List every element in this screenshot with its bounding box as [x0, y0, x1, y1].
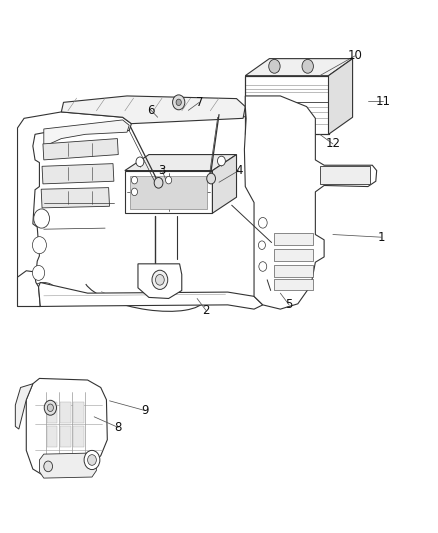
- Bar: [73, 426, 84, 447]
- Polygon shape: [274, 279, 313, 290]
- Polygon shape: [304, 62, 311, 70]
- Polygon shape: [244, 96, 377, 309]
- Polygon shape: [320, 166, 370, 184]
- Polygon shape: [18, 112, 131, 306]
- Circle shape: [166, 176, 172, 184]
- Bar: [47, 402, 57, 423]
- Circle shape: [154, 177, 163, 188]
- Polygon shape: [138, 264, 182, 298]
- Polygon shape: [245, 76, 328, 134]
- Polygon shape: [39, 453, 96, 478]
- Circle shape: [32, 265, 45, 280]
- Circle shape: [32, 237, 46, 254]
- Polygon shape: [271, 62, 278, 70]
- Circle shape: [44, 400, 57, 415]
- Bar: [60, 402, 71, 423]
- Polygon shape: [18, 271, 40, 306]
- Text: 8: 8: [115, 421, 122, 434]
- Circle shape: [47, 404, 53, 411]
- Text: 2: 2: [202, 304, 210, 317]
- Text: 4: 4: [235, 164, 243, 177]
- Polygon shape: [42, 164, 114, 184]
- Text: 3: 3: [159, 164, 166, 177]
- Text: 11: 11: [376, 95, 391, 108]
- Polygon shape: [44, 120, 129, 147]
- Circle shape: [207, 173, 215, 184]
- Text: 5: 5: [286, 298, 293, 311]
- Polygon shape: [41, 188, 110, 208]
- Polygon shape: [125, 155, 237, 171]
- Circle shape: [176, 99, 181, 106]
- Circle shape: [152, 270, 168, 289]
- Bar: [47, 426, 57, 447]
- Polygon shape: [15, 384, 33, 429]
- Circle shape: [131, 176, 138, 184]
- Circle shape: [136, 157, 144, 167]
- Circle shape: [84, 450, 100, 470]
- Polygon shape: [125, 171, 212, 213]
- Circle shape: [258, 217, 267, 228]
- Polygon shape: [26, 378, 107, 477]
- Circle shape: [258, 241, 265, 249]
- Text: 12: 12: [325, 138, 340, 150]
- Circle shape: [302, 59, 314, 73]
- Bar: [60, 426, 71, 447]
- Polygon shape: [274, 265, 313, 277]
- Circle shape: [269, 59, 280, 73]
- Polygon shape: [39, 282, 263, 309]
- Polygon shape: [170, 111, 193, 119]
- Circle shape: [217, 156, 225, 166]
- Polygon shape: [212, 155, 237, 213]
- Polygon shape: [43, 139, 118, 160]
- Circle shape: [131, 188, 138, 196]
- Text: 6: 6: [147, 104, 155, 117]
- Polygon shape: [274, 233, 313, 245]
- Circle shape: [259, 262, 267, 271]
- Polygon shape: [130, 176, 207, 209]
- Circle shape: [44, 461, 53, 472]
- Circle shape: [155, 274, 164, 285]
- Text: 10: 10: [347, 50, 362, 62]
- Text: 1: 1: [377, 231, 385, 244]
- Circle shape: [173, 95, 185, 110]
- Polygon shape: [274, 249, 313, 261]
- Bar: [73, 402, 84, 423]
- Circle shape: [34, 209, 49, 228]
- Polygon shape: [61, 96, 245, 124]
- Text: 7: 7: [195, 96, 203, 109]
- Text: 9: 9: [141, 404, 148, 417]
- Polygon shape: [328, 59, 353, 134]
- Polygon shape: [245, 59, 353, 76]
- Circle shape: [88, 455, 96, 465]
